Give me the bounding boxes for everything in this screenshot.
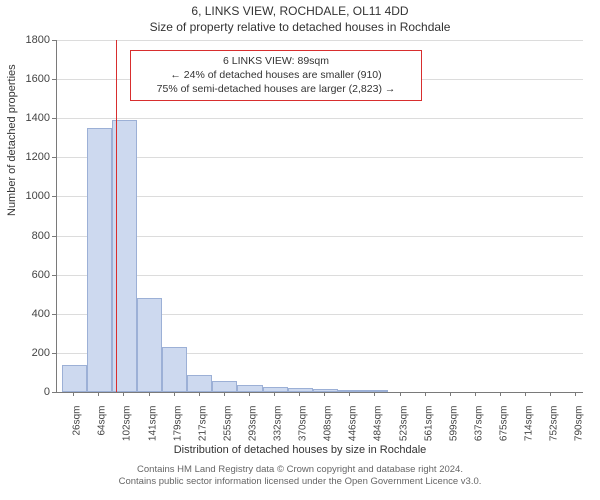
x-tick-label: 714sqm xyxy=(524,406,535,456)
y-tick xyxy=(52,157,56,158)
x-tick xyxy=(349,392,350,396)
y-tick xyxy=(52,314,56,315)
x-tick-label: 64sqm xyxy=(97,406,108,456)
annotation-line: 75% of semi-detached houses are larger (… xyxy=(137,82,415,96)
x-tick xyxy=(123,392,124,396)
chart-title-line2: Size of property relative to detached ho… xyxy=(0,20,600,34)
x-tick xyxy=(98,392,99,396)
chart-title-line1: 6, LINKS VIEW, ROCHDALE, OL11 4DD xyxy=(0,4,600,18)
x-tick xyxy=(174,392,175,396)
histogram-bar xyxy=(187,375,212,392)
x-tick-label: 26sqm xyxy=(72,406,83,456)
y-tick-label: 800 xyxy=(10,230,50,242)
histogram-bar xyxy=(212,381,237,392)
x-tick-label: 637sqm xyxy=(473,406,484,456)
x-tick xyxy=(475,392,476,396)
x-tick xyxy=(224,392,225,396)
x-tick-label: 561sqm xyxy=(423,406,434,456)
chart-footer: Contains HM Land Registry data © Crown c… xyxy=(0,464,600,489)
x-tick-label: 446sqm xyxy=(348,406,359,456)
x-tick-label: 752sqm xyxy=(549,406,560,456)
y-tick-label: 1400 xyxy=(10,112,50,124)
x-tick-label: 255sqm xyxy=(222,406,233,456)
x-tick xyxy=(274,392,275,396)
histogram-bar xyxy=(87,128,112,392)
histogram-bar xyxy=(288,388,313,392)
chart-container: 6, LINKS VIEW, ROCHDALE, OL11 4DD Size o… xyxy=(0,0,600,500)
x-tick-label: 484sqm xyxy=(373,406,384,456)
y-tick-label: 600 xyxy=(10,269,50,281)
y-tick xyxy=(52,353,56,354)
x-tick-label: 102sqm xyxy=(122,406,133,456)
y-tick-label: 1600 xyxy=(10,73,50,85)
y-tick-label: 1200 xyxy=(10,151,50,163)
x-tick xyxy=(550,392,551,396)
x-tick-label: 408sqm xyxy=(323,406,334,456)
y-tick-label: 0 xyxy=(10,386,50,398)
y-tick xyxy=(52,196,56,197)
y-tick xyxy=(52,40,56,41)
x-tick xyxy=(575,392,576,396)
y-tick-label: 200 xyxy=(10,347,50,359)
y-tick-label: 1800 xyxy=(10,34,50,46)
x-tick xyxy=(149,392,150,396)
histogram-bar xyxy=(338,390,363,392)
x-tick xyxy=(249,392,250,396)
x-tick xyxy=(525,392,526,396)
footer-line1: Contains HM Land Registry data © Crown c… xyxy=(0,464,600,476)
histogram-bar xyxy=(237,385,263,392)
x-tick xyxy=(324,392,325,396)
histogram-bar xyxy=(313,389,338,392)
x-tick xyxy=(425,392,426,396)
x-tick xyxy=(500,392,501,396)
histogram-bar xyxy=(263,387,288,392)
x-tick xyxy=(73,392,74,396)
x-tick-label: 141sqm xyxy=(147,406,158,456)
annotation-line: ← 24% of detached houses are smaller (91… xyxy=(137,68,415,82)
x-tick-label: 217sqm xyxy=(197,406,208,456)
x-tick-label: 599sqm xyxy=(448,406,459,456)
y-tick-label: 1000 xyxy=(10,190,50,202)
annotation-box: 6 LINKS VIEW: 89sqm← 24% of detached hou… xyxy=(130,50,422,101)
property-marker-line xyxy=(116,40,117,392)
y-tick xyxy=(52,392,56,393)
x-tick-label: 293sqm xyxy=(247,406,258,456)
x-tick-label: 370sqm xyxy=(298,406,309,456)
gridline xyxy=(57,40,583,41)
x-tick xyxy=(374,392,375,396)
annotation-line: 6 LINKS VIEW: 89sqm xyxy=(137,54,415,68)
x-tick xyxy=(450,392,451,396)
y-tick xyxy=(52,79,56,80)
histogram-bar xyxy=(62,365,87,392)
histogram-bar xyxy=(137,298,162,392)
y-tick xyxy=(52,275,56,276)
x-tick-label: 675sqm xyxy=(498,406,509,456)
x-tick-label: 790sqm xyxy=(574,406,585,456)
histogram-bar xyxy=(162,347,187,392)
footer-line2: Contains public sector information licen… xyxy=(0,476,600,488)
histogram-bar xyxy=(363,390,389,392)
x-tick-label: 332sqm xyxy=(273,406,284,456)
x-tick xyxy=(299,392,300,396)
y-tick xyxy=(52,236,56,237)
x-tick-label: 179sqm xyxy=(172,406,183,456)
x-tick-label: 523sqm xyxy=(398,406,409,456)
y-tick-label: 400 xyxy=(10,308,50,320)
x-tick xyxy=(400,392,401,396)
x-tick xyxy=(199,392,200,396)
gridline xyxy=(57,118,583,119)
y-tick xyxy=(52,118,56,119)
